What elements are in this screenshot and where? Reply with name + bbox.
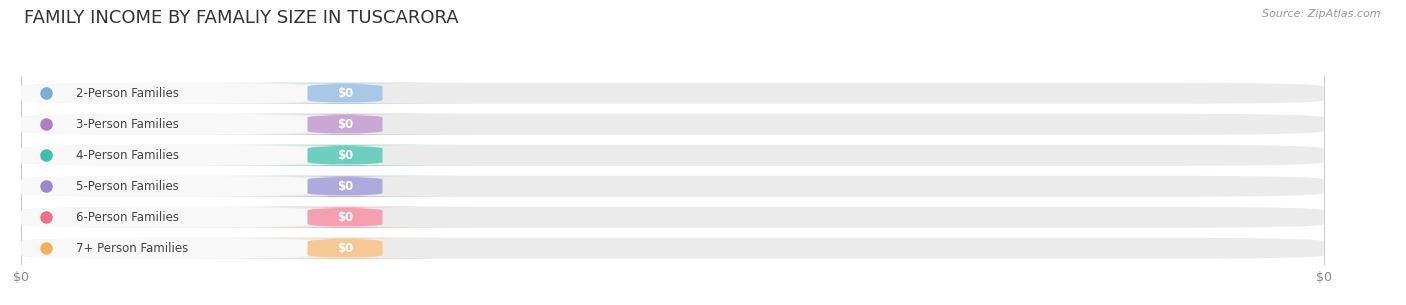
FancyBboxPatch shape xyxy=(21,83,1323,104)
FancyBboxPatch shape xyxy=(21,145,1323,166)
FancyBboxPatch shape xyxy=(21,114,1323,135)
FancyBboxPatch shape xyxy=(21,238,315,259)
FancyBboxPatch shape xyxy=(21,238,1323,259)
FancyBboxPatch shape xyxy=(219,238,471,259)
Text: 6-Person Families: 6-Person Families xyxy=(76,211,179,224)
FancyBboxPatch shape xyxy=(219,207,471,228)
Text: $0: $0 xyxy=(337,87,353,100)
FancyBboxPatch shape xyxy=(219,114,471,135)
Text: 2-Person Families: 2-Person Families xyxy=(76,87,179,100)
Text: $0: $0 xyxy=(337,242,353,255)
Text: 7+ Person Families: 7+ Person Families xyxy=(76,242,188,255)
Text: 3-Person Families: 3-Person Families xyxy=(76,118,179,131)
FancyBboxPatch shape xyxy=(21,83,315,104)
Text: 5-Person Families: 5-Person Families xyxy=(76,180,179,193)
Text: $0: $0 xyxy=(337,180,353,193)
FancyBboxPatch shape xyxy=(21,207,315,228)
FancyBboxPatch shape xyxy=(21,176,315,197)
Text: Source: ZipAtlas.com: Source: ZipAtlas.com xyxy=(1263,9,1381,19)
Text: 4-Person Families: 4-Person Families xyxy=(76,149,179,162)
FancyBboxPatch shape xyxy=(219,145,471,166)
Text: $0: $0 xyxy=(337,211,353,224)
FancyBboxPatch shape xyxy=(219,83,471,104)
Text: $0: $0 xyxy=(337,149,353,162)
Text: $0: $0 xyxy=(337,118,353,131)
FancyBboxPatch shape xyxy=(21,176,1323,197)
Text: FAMILY INCOME BY FAMALIY SIZE IN TUSCARORA: FAMILY INCOME BY FAMALIY SIZE IN TUSCARO… xyxy=(24,9,458,27)
FancyBboxPatch shape xyxy=(21,145,315,166)
FancyBboxPatch shape xyxy=(21,114,315,135)
FancyBboxPatch shape xyxy=(219,176,471,197)
FancyBboxPatch shape xyxy=(21,207,1323,228)
